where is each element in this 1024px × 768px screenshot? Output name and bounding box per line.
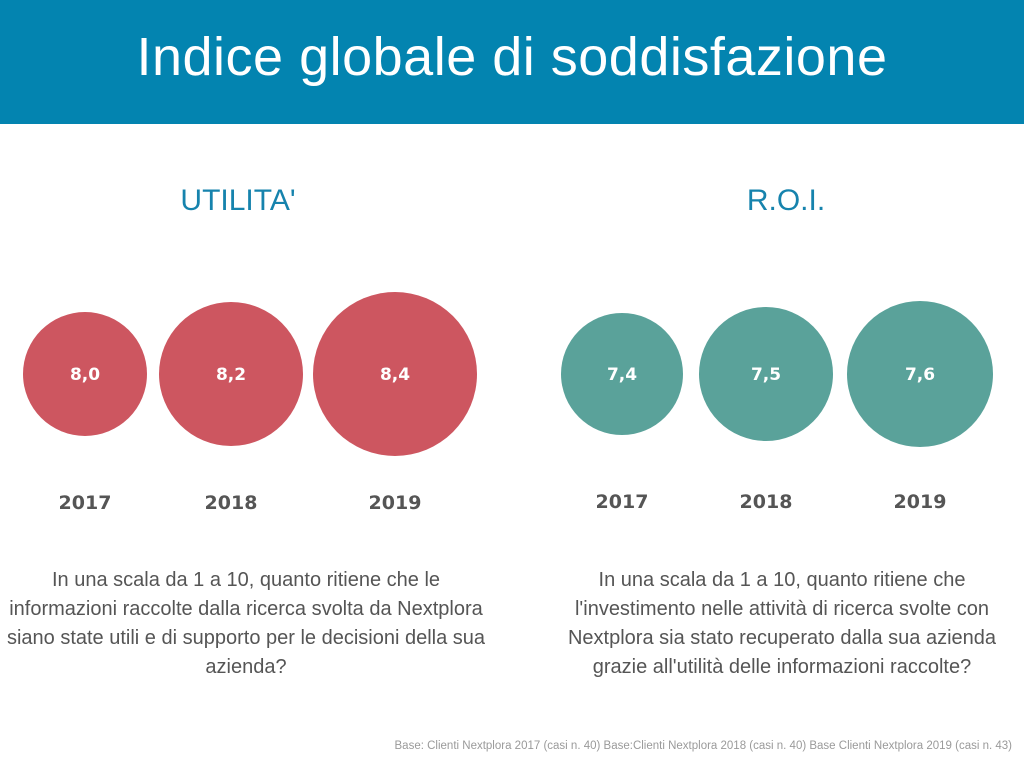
question-utilita: In una scala da 1 a 10, quanto ritiene c… [6,569,486,678]
bubble-0-2017 [23,312,147,436]
chart-title-roi: R.O.I. [746,184,826,217]
bubble-1-2018 [699,307,833,441]
header-bar: Indice globale di soddisfazione [0,0,1024,124]
year-label: 2018 [740,491,793,513]
year-label: 2019 [894,491,947,513]
bubble-1-2017 [561,313,683,435]
bubble-1-2019 [847,301,993,447]
question-roi: In una scala da 1 a 10, quanto ritiene c… [567,569,997,678]
chart-title-utilita: UTILITA' [180,184,296,217]
year-label: 2017 [596,491,649,513]
bubble-value-label: 7,4 [607,365,637,385]
bubble-value-label: 7,6 [905,365,935,385]
page-title: Indice globale di soddisfazione [136,27,888,87]
bubble-value-label: 8,0 [70,365,100,385]
bubble-value-label: 8,2 [216,365,246,385]
base-note: Base: Clienti Nextplora 2017 (casi n. 40… [394,740,1012,752]
year-label: 2018 [205,492,258,514]
bubble-value-label: 8,4 [380,365,410,385]
year-label: 2017 [59,492,112,514]
bubble-0-2018 [159,302,303,446]
bubble-0-2019 [313,292,477,456]
year-label: 2019 [369,492,422,514]
bubble-value-label: 7,5 [751,365,781,385]
